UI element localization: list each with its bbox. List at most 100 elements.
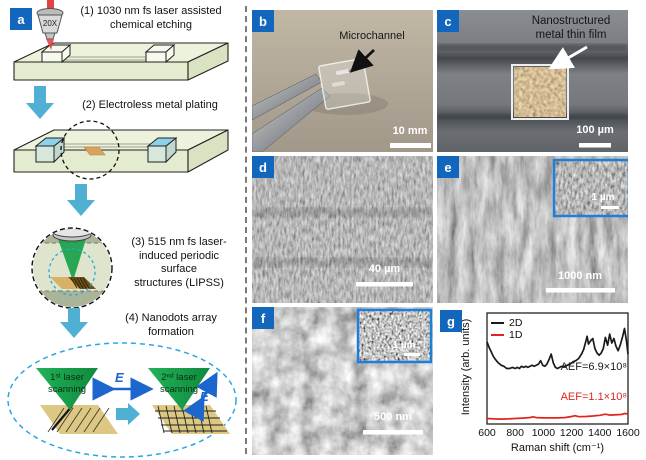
annotation-arrow-icon <box>349 48 375 73</box>
legend-entry-1d: 1D <box>491 329 522 341</box>
step4-caption-line2: formation <box>148 325 194 338</box>
x-tick-label: 1000 <box>531 427 556 439</box>
panel-f: f 1 µm 500 nm <box>252 307 433 455</box>
plated-reservoirs-step2 <box>34 136 178 164</box>
lipss-patch-light <box>50 277 82 289</box>
red-laser-beam <box>46 39 54 50</box>
step4-caption: (4) Nanodots array formation <box>106 312 236 339</box>
metal-film-annotation-line2: metal thin film <box>535 28 607 41</box>
legend-entry-2d: 2D <box>491 317 522 329</box>
efield-label-2: E <box>200 389 209 404</box>
inset-scale-bar <box>601 206 619 209</box>
scale-bar <box>546 288 615 293</box>
inset-scale-bar-label: 1 µm <box>591 192 615 203</box>
step1-caption-line2: chemical etching <box>110 18 192 31</box>
scale-bar-label: 40 µm <box>368 263 401 275</box>
step3-caption-line1: (3) 515 nm fs laser- <box>131 236 227 248</box>
polarization-diagonal-arrow-icon <box>183 371 218 422</box>
legend-label-2d: 2D <box>509 317 523 329</box>
process-arrow-down-icon <box>60 308 88 338</box>
panel-divider <box>245 6 247 454</box>
etched-reservoirs-step1 <box>40 43 176 64</box>
panel-e: e 1 µm 1000 nm <box>437 156 628 303</box>
panel-f-label: f <box>252 307 274 329</box>
x-tick-label: 1200 <box>559 427 584 439</box>
scale-bar-label: 10 mm <box>392 125 428 137</box>
sem-inset <box>552 158 628 218</box>
channel-micrograph <box>437 10 628 152</box>
annotation-arrow-icon <box>548 45 588 70</box>
panel-c-label: c <box>437 10 459 32</box>
step3-caption-line4: structures (LIPSS) <box>134 276 224 289</box>
scale-bar <box>390 143 431 148</box>
aef-annotation-2d: AEF=6.9×10⁸ <box>560 361 627 373</box>
x-tick-label: 600 <box>478 427 496 439</box>
raman-spectra-chart <box>486 312 629 425</box>
inset-scale-bar-label: 1 µm <box>392 340 416 351</box>
inset-scale-bar <box>404 353 420 356</box>
panel-d-label: d <box>252 156 274 178</box>
lipss-zoom-view <box>31 227 113 309</box>
panel-c: c Nanostructured metal thin film 100 µm <box>437 10 628 152</box>
laser-cone-1 <box>36 368 98 410</box>
microchannel-annotation: Microchannel <box>339 30 405 42</box>
glass-chip <box>318 57 371 110</box>
legend-swatch-1d <box>491 333 504 337</box>
x-axis-label: Raman shift (cm⁻¹) <box>510 442 605 454</box>
x-tick-label: 1400 <box>588 427 612 439</box>
2d-spectrum-curve <box>486 327 629 370</box>
objective-lens-icon <box>36 0 64 50</box>
scale-bar-label: 100 µm <box>576 124 614 136</box>
zoom-region-circle <box>60 120 120 180</box>
step3-caption: (3) 515 nm fs laser- induced periodic su… <box>118 236 240 290</box>
objective-magnification-label: 20X <box>42 19 58 28</box>
nanodots-array-scheme <box>7 342 237 458</box>
sem-image-500nm <box>252 307 433 455</box>
microchannel-photo <box>252 10 433 152</box>
laser-scan-2-line2: scanning <box>159 383 199 395</box>
laser-scan-1-line2: scanning <box>47 383 87 395</box>
panel-b-label: b <box>252 10 274 32</box>
step4-caption-line1: (4) Nanodots array <box>125 312 217 324</box>
sem-inset <box>356 308 433 364</box>
laser-scan-2-line1: 2ⁿᵈ laser <box>161 372 197 383</box>
1d-spectrum-curve <box>486 412 629 420</box>
panel-g-label: g <box>440 310 462 332</box>
legend-label-1d: 1D <box>509 329 523 341</box>
laser-scan-1-label: 1ˢᵗ laser scanning <box>36 372 98 395</box>
highlight-box <box>511 64 569 120</box>
panel-b: b Microchannel 10 mm <box>252 10 433 152</box>
metal-film-patch <box>514 67 566 117</box>
process-arrow-down-icon <box>67 184 95 216</box>
panel-g: g Intensity (arb. units) 2D 1D AEF=6.9×1… <box>437 303 646 460</box>
panel-a-label: a <box>10 8 32 30</box>
substrate-sheet-1d <box>40 405 118 434</box>
step1-caption: (1) 1030 nm fs laser assisted chemical e… <box>62 5 240 32</box>
aef-annotation-1d: AEF=1.1×10⁸ <box>560 391 627 403</box>
tweezers-prong <box>252 87 331 152</box>
scale-bar-label: 500 nm <box>374 411 412 423</box>
panel-d: d 40 µm <box>252 156 433 303</box>
legend-swatch-2d <box>491 321 504 325</box>
sem-image-40um <box>252 156 433 303</box>
step2-caption: (2) Electroless metal plating <box>82 99 218 111</box>
step-right-arrow-icon <box>116 403 140 425</box>
process-arrow-down-icon <box>26 86 54 119</box>
sem-image-1000nm <box>437 156 628 303</box>
chart-legend: 2D 1D <box>491 317 522 341</box>
scale-bar <box>356 282 413 287</box>
x-tick-label: 800 <box>506 427 524 439</box>
laser-scan-1-line1: 1ˢᵗ laser <box>50 372 84 383</box>
fabrication-schematic <box>7 0 237 458</box>
scale-bar <box>579 143 611 148</box>
step3-caption-line3: surface <box>160 263 198 275</box>
step3-caption-line2: induced periodic <box>138 249 220 262</box>
metal-film-annotation-line1: Nanostructured <box>531 15 611 27</box>
panel-e-label: e <box>437 156 459 178</box>
laser-scan-2-label: 2ⁿᵈ laser scanning <box>148 372 210 395</box>
metal-film-patch <box>83 146 106 156</box>
step1-caption-line1: (1) 1030 nm fs laser assisted <box>80 5 222 17</box>
scale-bar-label: 1000 nm <box>557 270 603 282</box>
scale-bar <box>363 430 423 435</box>
